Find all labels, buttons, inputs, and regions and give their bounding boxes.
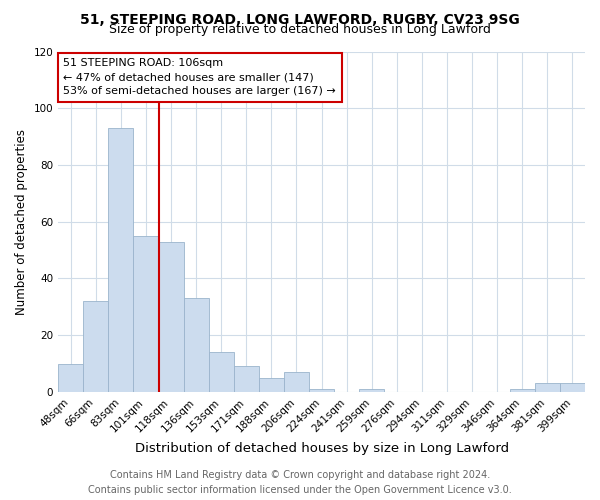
Bar [209, 352, 234, 392]
Bar [284, 372, 309, 392]
Bar [510, 389, 535, 392]
Y-axis label: Number of detached properties: Number of detached properties [15, 128, 28, 314]
Text: Contains HM Land Registry data © Crown copyright and database right 2024.
Contai: Contains HM Land Registry data © Crown c… [88, 470, 512, 495]
Bar [259, 378, 284, 392]
X-axis label: Distribution of detached houses by size in Long Lawford: Distribution of detached houses by size … [134, 442, 509, 455]
Bar [158, 242, 184, 392]
Bar [560, 384, 585, 392]
Bar [234, 366, 259, 392]
Bar [535, 384, 560, 392]
Text: 51, STEEPING ROAD, LONG LAWFORD, RUGBY, CV23 9SG: 51, STEEPING ROAD, LONG LAWFORD, RUGBY, … [80, 12, 520, 26]
Text: Size of property relative to detached houses in Long Lawford: Size of property relative to detached ho… [109, 22, 491, 36]
Bar [58, 364, 83, 392]
Bar [359, 389, 385, 392]
Bar [83, 301, 109, 392]
Text: 51 STEEPING ROAD: 106sqm
← 47% of detached houses are smaller (147)
53% of semi-: 51 STEEPING ROAD: 106sqm ← 47% of detach… [64, 58, 336, 96]
Bar [109, 128, 133, 392]
Bar [184, 298, 209, 392]
Bar [133, 236, 158, 392]
Bar [309, 389, 334, 392]
